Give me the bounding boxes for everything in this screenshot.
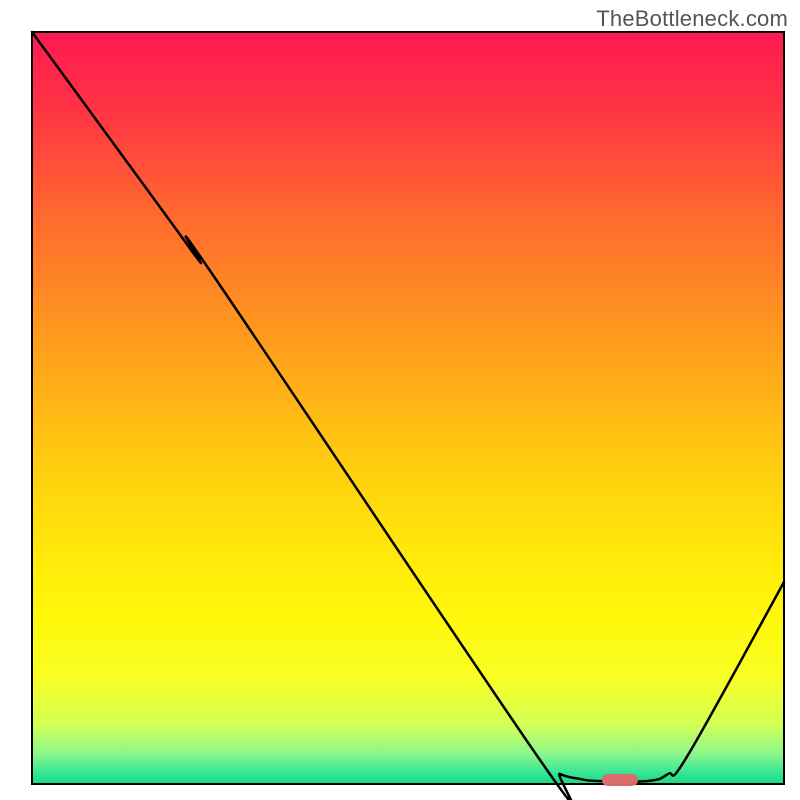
bottleneck-curve: [32, 32, 784, 800]
chart-overlay: [0, 0, 800, 800]
watermark-text: TheBottleneck.com: [596, 6, 788, 32]
optimum-marker: [602, 774, 638, 786]
chart-container: TheBottleneck.com: [0, 0, 800, 800]
